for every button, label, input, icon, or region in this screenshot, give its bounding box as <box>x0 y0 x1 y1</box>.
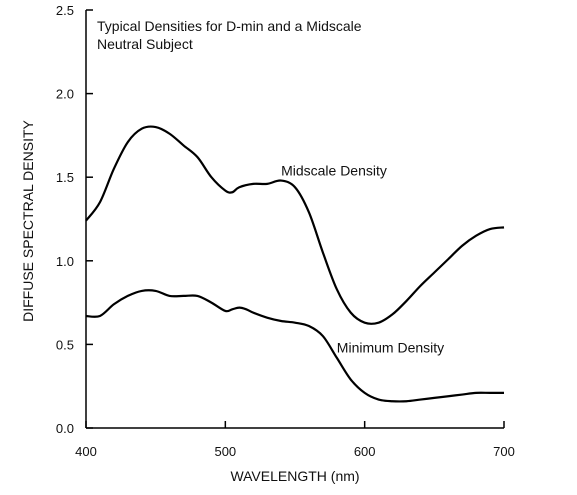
series-annotation: Midscale Density <box>281 163 387 179</box>
series-annotation: Minimum Density <box>337 340 444 356</box>
plot-axes <box>85 10 504 429</box>
minimum-density-line <box>85 289 504 403</box>
data-series <box>85 125 505 403</box>
x-tick-label: 600 <box>354 444 376 459</box>
y-tick-label: 1.0 <box>56 254 74 269</box>
y-tick-label: 1.5 <box>56 170 74 185</box>
chart-title: Typical Densities for D-min and a Midsca… <box>97 18 362 34</box>
x-tick-label: 500 <box>214 444 236 459</box>
y-tick-label: 0.5 <box>56 337 74 352</box>
x-tick-label: 700 <box>493 444 515 459</box>
chart-title: Neutral Subject <box>97 36 193 52</box>
x-axis-title: WAVELENGTH (nm) <box>230 468 359 484</box>
y-axis-title: DIFFUSE SPECTRAL DENSITY <box>20 119 36 321</box>
y-tick-label: 2.5 <box>56 3 74 18</box>
axis-ticks: 0.0 0.5 1.0 1.5 2.0 2.5 400 500 600 700 <box>56 3 515 459</box>
chart-labels: Midscale Density Minimum Density Typical D… <box>20 18 444 484</box>
y-tick-label: 0.0 <box>56 421 74 436</box>
y-tick-label: 2.0 <box>56 87 74 102</box>
x-tick-label: 400 <box>75 444 97 459</box>
midscale-density-line <box>85 125 505 325</box>
